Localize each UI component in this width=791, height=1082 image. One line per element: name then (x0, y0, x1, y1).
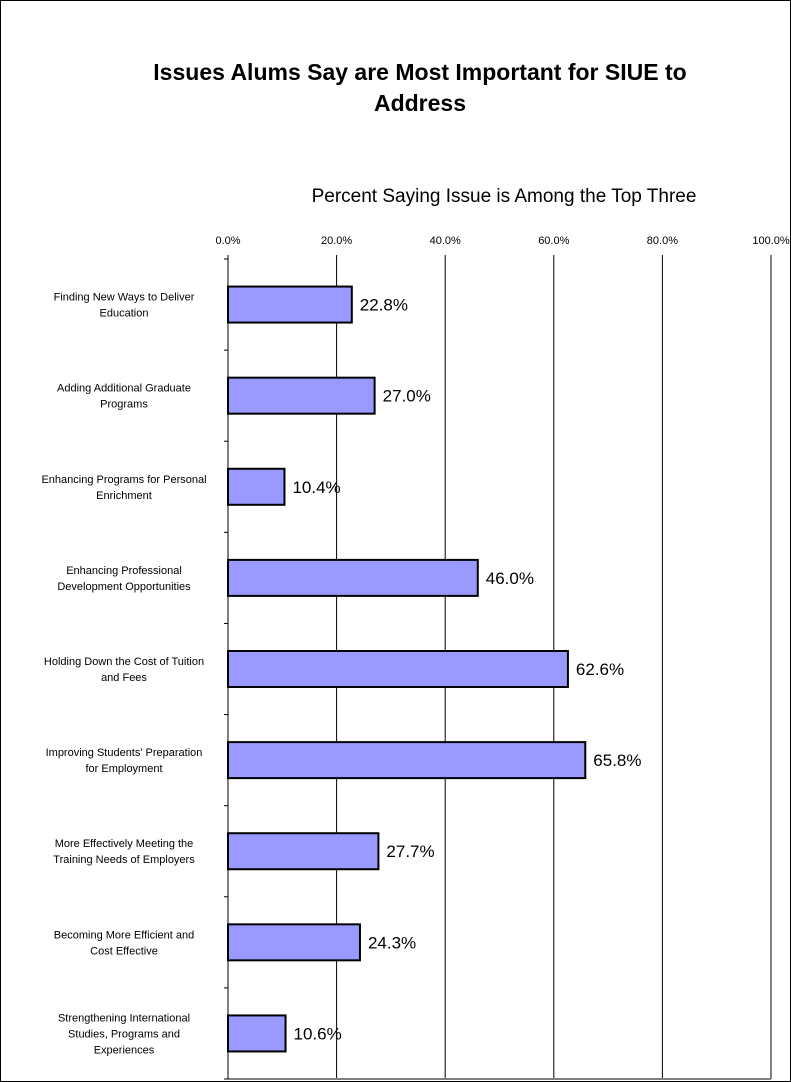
category-label-line: Education (100, 308, 149, 320)
category-label-line: Training Needs of Employers (53, 854, 195, 866)
category-label-line: and Fees (101, 672, 147, 684)
data-label: 62.6% (576, 660, 624, 679)
x-tick-label: 60.0% (538, 235, 569, 247)
x-tick-label: 100.0% (752, 235, 790, 247)
chart-title-line: Issues Alums Say are Most Important for … (153, 59, 686, 85)
category-label-line: Development Opportunities (57, 581, 191, 593)
category-label-line: Finding New Ways to Deliver (54, 292, 195, 304)
x-tick-label: 20.0% (321, 235, 352, 247)
category-label: Finding New Ways to Deliver Education (54, 292, 195, 320)
category-label: Improving Students' Preparation for Emplo… (46, 747, 203, 775)
bar (227, 650, 569, 688)
x-tick-label: 0.0% (215, 235, 240, 247)
category-label: Enhancing Professional Development Opport… (57, 565, 191, 593)
x-axis-label: Percent Saying Issue is Among the Top Th… (312, 186, 697, 207)
category-label-line: Enrichment (96, 490, 152, 502)
category-label: Enhancing Programs for Personal Enrichmen… (41, 474, 206, 502)
category-label-line: Enhancing Programs for Personal (41, 474, 206, 486)
category-label-line: More Effectively Meeting the (55, 838, 194, 850)
bar (227, 467, 286, 506)
category-label: Adding Additional Graduate Programs (57, 383, 191, 411)
category-label-line: Strengthening International (58, 1012, 190, 1024)
category-label-line: Experiences (94, 1044, 155, 1056)
category-label-line: Improving Students' Preparation (46, 747, 203, 759)
bar (227, 923, 361, 962)
data-label: 22.8% (360, 296, 408, 315)
category-label-line: Adding Additional Graduate (57, 383, 191, 395)
category-label-line: for Employment (85, 763, 162, 775)
category-label-line: Studies, Programs and (68, 1028, 180, 1040)
data-label: 46.0% (486, 569, 534, 588)
bar (227, 1014, 287, 1053)
category-label-line: Holding Down the Cost of Tuition (44, 656, 204, 668)
data-label: 10.6% (294, 1024, 342, 1043)
category-label-line: Programs (100, 399, 148, 411)
bar (227, 741, 587, 780)
category-label: Strengthening International Studies, Prog… (58, 1012, 190, 1056)
category-label-line: Becoming More Efficient and (54, 929, 194, 941)
data-label: 10.4% (292, 478, 340, 497)
category-label-line: Cost Effective (90, 945, 158, 957)
data-label: 27.0% (383, 387, 431, 406)
data-label: 65.8% (593, 751, 641, 770)
category-label: Becoming More Efficient and Cost Effectiv… (54, 929, 194, 957)
bar (227, 832, 380, 871)
bar (227, 376, 376, 415)
category-label-line: Enhancing Professional (66, 565, 182, 577)
x-tick-label: 40.0% (430, 235, 461, 247)
data-label: 24.3% (368, 933, 416, 952)
category-label: Holding Down the Cost of Tuition and Fees (44, 656, 204, 684)
bar (227, 285, 353, 324)
x-tick-label: 80.0% (647, 235, 678, 247)
bar (227, 558, 479, 597)
chart-title-line: Address (374, 90, 466, 116)
data-label: 27.7% (386, 842, 434, 861)
category-label: More Effectively Meeting the Training Nee… (53, 838, 195, 866)
